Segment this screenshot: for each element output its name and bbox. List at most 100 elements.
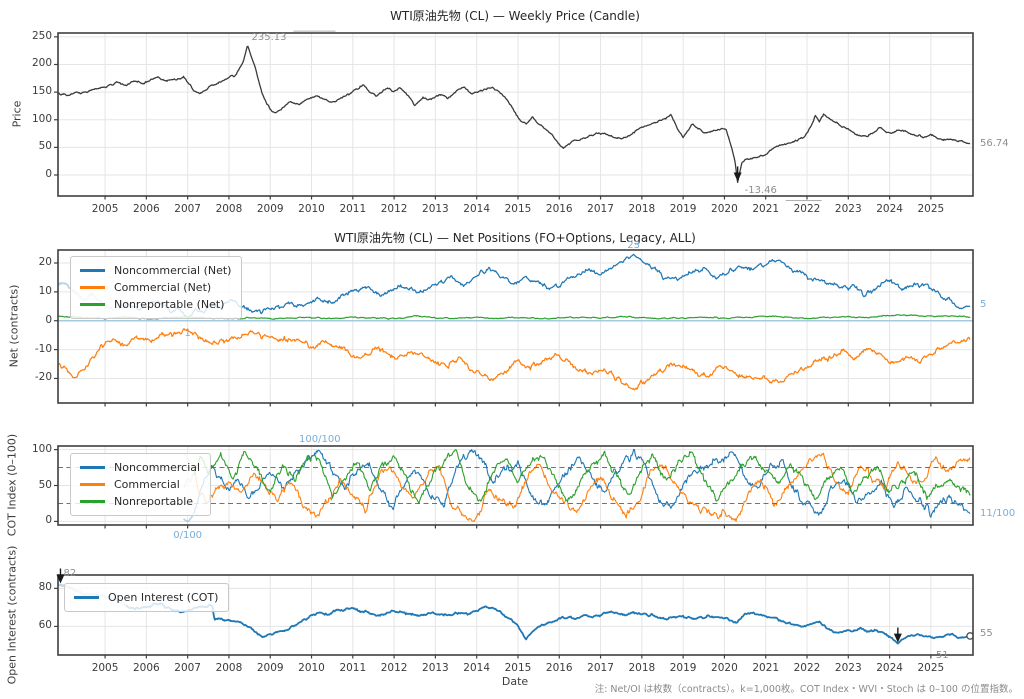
x-tick-label: 2014: [463, 202, 491, 215]
y-tick-label: 100: [31, 112, 52, 125]
x-tick-label: 2013: [422, 202, 449, 215]
y-tick-label: -20: [34, 371, 52, 384]
x-tick-label: 2023: [834, 202, 862, 215]
noncommercial-line-swatch: [80, 466, 105, 469]
panel-border: [57, 574, 974, 656]
annotation-100-100: 100/100: [299, 433, 341, 445]
commercial-line-swatch: [80, 286, 105, 289]
y-tick-label: 20: [38, 255, 52, 268]
legend-item-open-interest: Open Interest (COT): [74, 589, 218, 606]
x-tick-label: 2009: [256, 661, 284, 674]
x-tick-label: 2022: [793, 661, 821, 674]
y-tick-label: 10: [38, 284, 52, 297]
annotation-arrow-down-marker: [733, 172, 742, 182]
x-tick-label: 2005: [91, 202, 119, 215]
annotation-1: 1: [184, 327, 191, 339]
noncommercial-warmup-line: [182, 513, 195, 523]
y-tick-label: 80: [38, 581, 52, 594]
legend-item-commercial-net: Commercial (Net): [80, 279, 231, 296]
y-tick-label: 0: [45, 168, 52, 180]
x-tick-label: 2025: [917, 202, 945, 215]
x-tick-label: 2023: [834, 661, 862, 674]
x-tick-label: 2024: [876, 202, 903, 215]
y-tick-label: 150: [31, 85, 52, 98]
annotation-51: 51: [935, 649, 949, 661]
y-tick-label: -10: [34, 342, 52, 355]
cot-index-legend: Noncommercial Commercial Nonreportable: [70, 453, 212, 516]
annotation-arrow-down-marker: [56, 574, 65, 584]
nonreportable-line-swatch: [80, 303, 105, 306]
x-tick-label: 2006: [132, 661, 160, 674]
x-tick-label: 2008: [215, 661, 243, 674]
annotation--13-46: -13.46: [744, 185, 777, 197]
x-tick-label: 2020: [711, 661, 738, 674]
x-tick-label: 2019: [669, 661, 697, 674]
x-tick-label: 2020: [711, 202, 738, 215]
y-tick-label: 0: [45, 514, 52, 527]
legend-item-noncommercial: Noncommercial: [80, 459, 200, 476]
x-tick-label: 2006: [132, 202, 160, 215]
panel-border: [57, 32, 974, 197]
x-tick-label: 2011: [339, 202, 367, 215]
x-tick-label: 2025: [917, 661, 945, 674]
open-interest-legend: Open Interest (COT): [64, 583, 230, 612]
x-tick-label: 2010: [298, 202, 325, 215]
legend-label: Nonreportable (Net): [114, 298, 225, 311]
x-tick-label: 2015: [504, 202, 532, 215]
x-tick-label: 2017: [587, 202, 614, 215]
open-interest-line-swatch: [74, 596, 99, 599]
annotation-23: 23: [627, 240, 640, 252]
annotation-0-100: 0/100: [173, 530, 203, 542]
x-tick-label: 2018: [628, 202, 656, 215]
x-tick-label: 2019: [669, 202, 697, 215]
price-line: [58, 45, 971, 184]
panel-border: [57, 249, 974, 404]
commercial-net--line: [58, 328, 971, 391]
y-tick-label: 50: [38, 478, 52, 491]
x-tick-label: 2012: [380, 661, 408, 674]
annotation-11-100: 11/100: [980, 507, 1016, 519]
open-interest-cot--line: [125, 602, 971, 645]
legend-label: Nonreportable: [114, 495, 194, 508]
x-axis-label-date: Date: [501, 675, 529, 688]
open-interest-y-axis-label: Open Interest (contracts): [5, 545, 19, 685]
y-tick-label: 200: [31, 57, 52, 70]
x-tick-label: 2024: [876, 661, 903, 674]
y-tick-label: 250: [31, 29, 52, 42]
net-positions-panel-title: WTI原油先物 (CL) — Net Positions (FO+Options…: [334, 231, 696, 245]
x-tick-label: 2007: [174, 202, 201, 215]
panel-0-plot-area: [58, 33, 973, 196]
x-tick-label: 2016: [545, 202, 573, 215]
legend-item-nonreportable-net: Nonreportable (Net): [80, 296, 231, 313]
annotation-5: 5: [980, 299, 987, 311]
x-tick-label: 2014: [463, 661, 491, 674]
noncommercial-line-swatch: [80, 269, 105, 272]
series-end-marker: [966, 632, 973, 640]
x-tick-label: 2011: [339, 661, 367, 674]
commercial-line: [192, 452, 971, 522]
x-tick-label: 2021: [752, 202, 780, 215]
commercial-line-swatch: [80, 483, 105, 486]
legend-label: Commercial: [114, 478, 180, 491]
y-tick-label: 100: [31, 442, 52, 455]
annotation-235-13: 235.13: [251, 32, 287, 44]
legend-item-commercial: Commercial: [80, 476, 200, 493]
x-tick-label: 2007: [174, 661, 201, 674]
x-tick-label: 2012: [380, 202, 408, 215]
legend-item-nonreportable: Nonreportable: [80, 493, 200, 510]
noncommercial-net--line: [122, 253, 971, 319]
x-tick-label: 2015: [504, 661, 532, 674]
footnote: 注: Net/OI は枚数（contracts）。k=1,000枚。COT In…: [594, 684, 1018, 695]
legend-label: Open Interest (COT): [108, 591, 219, 604]
net-y-axis-label: Net (contracts): [7, 284, 21, 368]
x-tick-label: 2018: [628, 661, 656, 674]
x-tick-label: 2017: [587, 661, 614, 674]
noncommercial-line: [193, 449, 971, 518]
legend-item-noncommercial-net: Noncommercial (Net): [80, 262, 231, 279]
net-positions-legend: Noncommercial (Net) Commercial (Net) Non…: [70, 256, 243, 319]
legend-label: Commercial (Net): [114, 281, 212, 294]
x-tick-label: 2009: [256, 202, 284, 215]
y-tick-label: 60: [38, 619, 52, 632]
x-tick-label: 2022: [793, 202, 821, 215]
